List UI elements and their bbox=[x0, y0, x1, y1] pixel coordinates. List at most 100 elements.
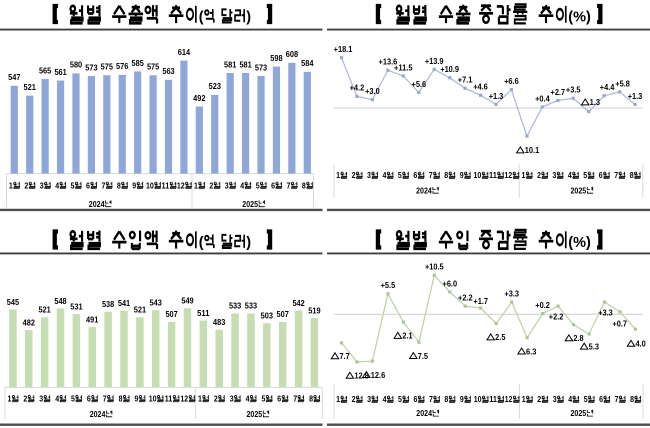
svg-text:561: 561 bbox=[54, 67, 66, 77]
svg-text:2025: 2025 bbox=[571, 186, 587, 195]
svg-text:547: 547 bbox=[8, 72, 20, 82]
svg-text:+5.6: +5.6 bbox=[412, 79, 427, 89]
svg-text:6: 6 bbox=[414, 395, 418, 404]
svg-text:507: 507 bbox=[277, 309, 289, 319]
svg-text:5: 5 bbox=[583, 171, 587, 180]
svg-text:492: 492 bbox=[193, 93, 205, 103]
svg-text:9: 9 bbox=[460, 395, 464, 404]
svg-text:12: 12 bbox=[177, 181, 185, 190]
svg-text:563: 563 bbox=[162, 66, 174, 76]
svg-text:4: 4 bbox=[55, 395, 59, 404]
svg-text:): ) bbox=[246, 235, 251, 251]
svg-text:8: 8 bbox=[119, 395, 123, 404]
svg-text:4.0: 4.0 bbox=[635, 339, 645, 349]
svg-text:575: 575 bbox=[147, 62, 159, 72]
svg-text:7: 7 bbox=[614, 171, 618, 180]
svg-text:11: 11 bbox=[162, 181, 170, 190]
svg-text:3: 3 bbox=[553, 395, 557, 404]
svg-text:580: 580 bbox=[70, 60, 82, 70]
svg-text:538: 538 bbox=[102, 299, 114, 309]
svg-text:6.3: 6.3 bbox=[526, 346, 536, 356]
svg-text:6: 6 bbox=[599, 171, 603, 180]
svg-text:2: 2 bbox=[537, 171, 541, 180]
svg-text:4: 4 bbox=[383, 171, 387, 180]
svg-text:): ) bbox=[246, 10, 251, 26]
svg-text:511: 511 bbox=[197, 308, 209, 318]
svg-text:2: 2 bbox=[537, 395, 541, 404]
svg-text:2025: 2025 bbox=[242, 200, 258, 209]
svg-text:598: 598 bbox=[270, 53, 282, 63]
svg-text:+3.3: +3.3 bbox=[598, 308, 613, 318]
svg-text:5: 5 bbox=[256, 181, 260, 190]
svg-text:+13.6: +13.6 bbox=[379, 57, 398, 67]
svg-text:7.5: 7.5 bbox=[418, 351, 428, 361]
svg-text:+1.3: +1.3 bbox=[489, 91, 504, 101]
svg-text:6: 6 bbox=[413, 171, 417, 180]
svg-text:581: 581 bbox=[224, 59, 236, 69]
svg-text:2.8: 2.8 bbox=[573, 333, 583, 343]
svg-text:584: 584 bbox=[301, 58, 313, 68]
svg-text:2025: 2025 bbox=[571, 409, 587, 418]
svg-text:4: 4 bbox=[383, 395, 387, 404]
svg-text:2: 2 bbox=[209, 181, 213, 190]
svg-text:4: 4 bbox=[240, 181, 244, 190]
svg-text:542: 542 bbox=[292, 298, 304, 308]
svg-text:7: 7 bbox=[429, 395, 433, 404]
svg-text:11: 11 bbox=[165, 395, 173, 404]
svg-text:+3.3: +3.3 bbox=[504, 288, 519, 298]
svg-text:549: 549 bbox=[181, 296, 193, 306]
svg-text:+3.5: +3.5 bbox=[566, 85, 581, 95]
svg-text:+4.6: +4.6 bbox=[473, 82, 488, 92]
svg-text:9: 9 bbox=[460, 171, 464, 180]
svg-text:+5.5: +5.5 bbox=[381, 280, 396, 290]
svg-text:1: 1 bbox=[9, 181, 13, 190]
svg-text:548: 548 bbox=[54, 296, 66, 306]
svg-text:5: 5 bbox=[71, 181, 75, 190]
svg-text:+2.2: +2.2 bbox=[458, 293, 473, 303]
svg-text:4: 4 bbox=[568, 395, 572, 404]
svg-text:+10.9: +10.9 bbox=[440, 64, 459, 74]
svg-text:521: 521 bbox=[134, 305, 146, 315]
svg-text:2025: 2025 bbox=[247, 410, 263, 419]
svg-text:521: 521 bbox=[24, 82, 36, 92]
svg-text:2.5: 2.5 bbox=[495, 332, 505, 342]
svg-text:1: 1 bbox=[522, 171, 526, 180]
svg-text:+2.2: +2.2 bbox=[549, 312, 564, 322]
svg-text:543: 543 bbox=[150, 298, 162, 308]
svg-text:8: 8 bbox=[444, 395, 448, 404]
svg-text:11: 11 bbox=[489, 171, 497, 180]
svg-text:5: 5 bbox=[262, 395, 266, 404]
svg-text:541: 541 bbox=[118, 298, 130, 308]
svg-text:6: 6 bbox=[271, 181, 275, 190]
svg-text:5: 5 bbox=[71, 395, 75, 404]
svg-text:8: 8 bbox=[630, 171, 634, 180]
svg-text:2.1: 2.1 bbox=[402, 331, 412, 341]
svg-text:9: 9 bbox=[135, 395, 139, 404]
svg-text:+6.0: +6.0 bbox=[443, 278, 458, 288]
svg-text:7: 7 bbox=[429, 171, 433, 180]
svg-text:1: 1 bbox=[522, 395, 526, 404]
svg-text:3: 3 bbox=[39, 395, 43, 404]
svg-text:+0.2: +0.2 bbox=[535, 300, 550, 310]
svg-text:8: 8 bbox=[302, 181, 306, 190]
svg-text:3: 3 bbox=[367, 395, 371, 404]
svg-text:+6.6: +6.6 bbox=[504, 76, 519, 86]
svg-text:3: 3 bbox=[230, 395, 234, 404]
svg-text:3: 3 bbox=[552, 171, 556, 180]
svg-text:7: 7 bbox=[103, 395, 107, 404]
svg-text:12: 12 bbox=[505, 395, 513, 404]
svg-text:7: 7 bbox=[293, 395, 297, 404]
svg-text:533: 533 bbox=[229, 301, 241, 311]
svg-text:10: 10 bbox=[474, 171, 482, 180]
svg-text:2024: 2024 bbox=[416, 186, 432, 195]
svg-text:8: 8 bbox=[309, 395, 313, 404]
svg-text:+1.7: +1.7 bbox=[473, 296, 488, 306]
svg-text:5: 5 bbox=[398, 171, 402, 180]
svg-text:+18.1: +18.1 bbox=[334, 44, 353, 54]
svg-text:2: 2 bbox=[214, 395, 218, 404]
svg-text:4: 4 bbox=[246, 395, 250, 404]
svg-text:2: 2 bbox=[352, 171, 356, 180]
svg-text:7: 7 bbox=[287, 181, 291, 190]
svg-text:11: 11 bbox=[489, 395, 497, 404]
svg-text:6: 6 bbox=[87, 395, 91, 404]
